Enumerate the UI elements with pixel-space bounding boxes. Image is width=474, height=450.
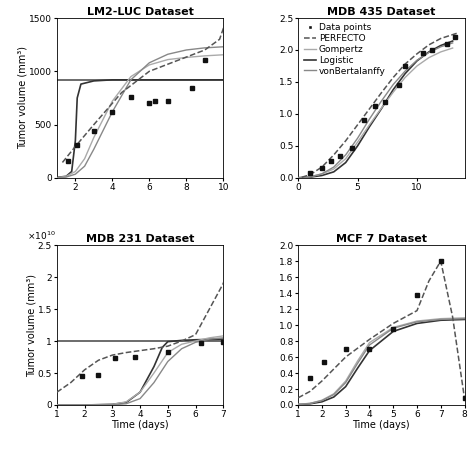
Y-axis label: Tumor volume (mm³): Tumor volume (mm³) <box>26 274 36 377</box>
Title: MCF 7 Dataset: MCF 7 Dataset <box>336 234 427 244</box>
Y-axis label: Tumor volume (mm³): Tumor volume (mm³) <box>18 46 27 149</box>
Title: MDB 435 Dataset: MDB 435 Dataset <box>327 7 436 17</box>
Text: $\times10^{10}$: $\times10^{10}$ <box>27 230 55 242</box>
X-axis label: Time (days): Time (days) <box>111 420 169 430</box>
Legend: Data points, PERFECTO, Gompertz, Logistic, vonBertalanffy: Data points, PERFECTO, Gompertz, Logisti… <box>303 22 387 76</box>
X-axis label: Time (days): Time (days) <box>353 420 410 430</box>
Title: MDB 231 Dataset: MDB 231 Dataset <box>86 234 194 244</box>
Title: LM2-LUC Dataset: LM2-LUC Dataset <box>87 7 193 17</box>
